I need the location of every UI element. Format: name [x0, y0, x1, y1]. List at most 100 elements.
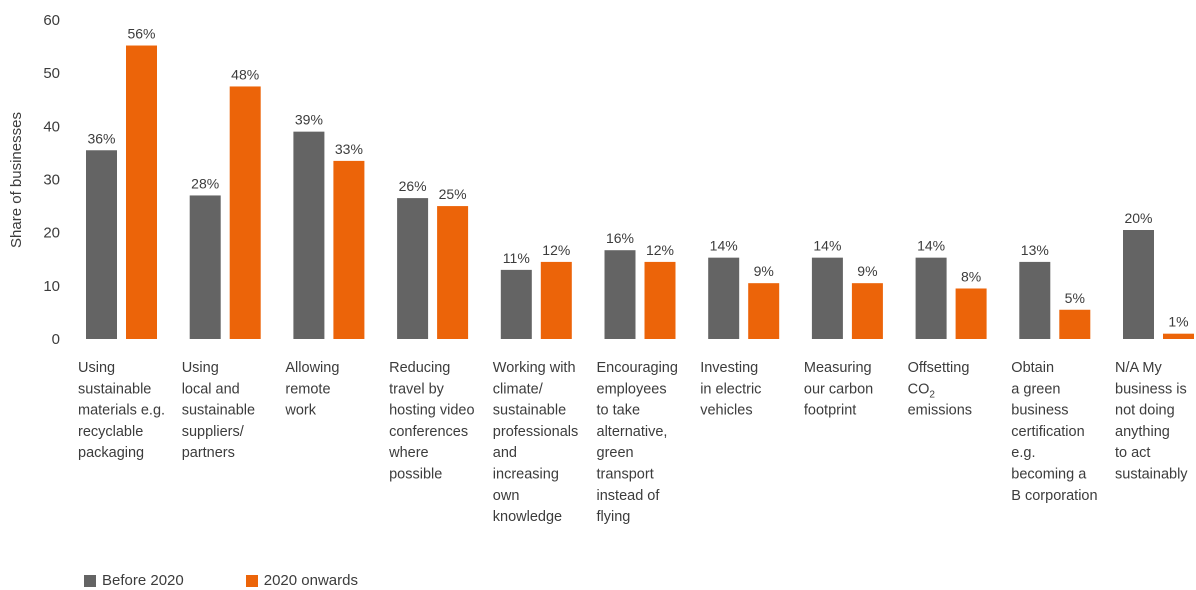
- category-label-line: sustainable: [493, 403, 566, 419]
- data-label: 28%: [191, 175, 219, 191]
- category-label: Reducing travel by hosting video conference…: [388, 360, 474, 483]
- data-label: 12%: [542, 242, 570, 258]
- data-label: 5%: [1065, 290, 1085, 306]
- category-label-line: not doing: [1115, 403, 1175, 419]
- category-label-line: CO2: [908, 381, 936, 400]
- bar-before-2020: [604, 250, 636, 339]
- y-axis: 0 10 20 30 40 50 60: [43, 12, 60, 348]
- category-label-line: Offsetting: [908, 360, 970, 376]
- category-labels: Using sustainable materials e.g. recyclable…: [78, 360, 1188, 525]
- category-label: Encouraging employees to take alternative, g…: [597, 360, 678, 525]
- bar-2020-onwards: [229, 86, 261, 339]
- data-label: 13%: [1021, 242, 1049, 258]
- legend-swatch-before-2020: [84, 574, 96, 587]
- category-label-line: recyclable: [78, 424, 143, 440]
- category-label-line: work: [284, 403, 316, 419]
- category-label-line: Using: [78, 360, 115, 376]
- category-label: Obtain a green business certification e.g. be…: [1011, 360, 1097, 504]
- category-label-line: e.g.: [1011, 445, 1035, 461]
- category-label: Measuring our carbon footprint: [804, 360, 873, 419]
- data-label: 25%: [439, 186, 467, 202]
- y-tick-label: 30: [43, 172, 60, 189]
- bar-before-2020: [811, 257, 843, 339]
- legend: Before 2020 2020 onwards: [84, 572, 358, 589]
- data-label: 26%: [399, 178, 427, 194]
- y-tick-label: 20: [43, 225, 60, 242]
- category-label-line: business: [1011, 403, 1068, 419]
- category-label-line: becoming a: [1011, 467, 1087, 483]
- category-label-line: and: [493, 445, 517, 461]
- bar-2020-onwards: [333, 160, 365, 339]
- bar-2020-onwards: [1163, 333, 1194, 339]
- data-labels: 36% 56% 28% 48% 39% 33% 26% 25% 11% 12% 16% 12% 14% 9…: [87, 26, 1188, 330]
- bar-2020-onwards: [1059, 309, 1091, 339]
- category-label-line: suppliers/: [182, 424, 245, 440]
- data-label: 16%: [606, 230, 634, 246]
- data-label: 9%: [857, 263, 877, 279]
- category-label-line: a green: [1011, 381, 1060, 397]
- category-label-line: employees: [597, 381, 667, 397]
- category-label-line: possible: [389, 467, 442, 483]
- bar-before-2020: [500, 269, 532, 339]
- category-label-line: footprint: [804, 403, 856, 419]
- data-label: 33%: [335, 141, 363, 157]
- category-label-line: to take: [597, 403, 641, 419]
- bar-2020-onwards: [540, 261, 572, 339]
- category-label: Using local and sustainable suppliers/partn…: [182, 360, 255, 461]
- category-label-line: flying: [597, 509, 631, 525]
- bar-2020-onwards: [437, 206, 469, 339]
- bar-before-2020: [189, 195, 221, 339]
- category-label: Offsetting CO2 emissions: [908, 360, 972, 419]
- bar-before-2020: [915, 257, 947, 339]
- bar-2020-onwards: [955, 288, 987, 339]
- data-label: 12%: [646, 242, 674, 258]
- bar-before-2020: [293, 131, 325, 339]
- category-label: Using sustainable materials e.g. recyclable…: [78, 360, 165, 461]
- category-label-line: N/A My: [1115, 360, 1162, 376]
- category-label: Allowing remote work: [284, 360, 339, 419]
- data-label: 14%: [813, 238, 841, 254]
- category-label-line: Measuring: [804, 360, 872, 376]
- category-label: Investing in electric vehicles: [700, 360, 761, 419]
- category-label-line: sustainable: [182, 403, 255, 419]
- bar-before-2020: [1123, 230, 1154, 339]
- category-label-line: where: [388, 445, 429, 461]
- category-label: N/A My business is not doing anything to act…: [1115, 360, 1188, 483]
- category-label: Working with climate/sustainable professio…: [493, 360, 578, 525]
- category-label-line: vehicles: [700, 403, 752, 419]
- category-label-line: business is: [1115, 381, 1187, 397]
- data-label: 11%: [503, 250, 530, 266]
- category-label-line: sustainable: [78, 381, 151, 397]
- category-label-line: alternative,: [597, 424, 668, 440]
- data-label: 36%: [87, 130, 115, 146]
- category-label-line: transport: [597, 467, 654, 483]
- bar-before-2020: [708, 257, 740, 339]
- legend-label-2020-onwards: 2020 onwards: [263, 572, 358, 589]
- category-label-line: in electric: [700, 381, 761, 397]
- category-label-line: sustainably: [1115, 467, 1188, 483]
- category-label-line: certification: [1011, 424, 1084, 440]
- category-label-line: instead of: [597, 488, 661, 504]
- category-label-line: Investing: [700, 360, 758, 376]
- category-label-line: B corporation: [1011, 488, 1097, 504]
- data-label: 14%: [710, 238, 738, 254]
- y-tick-label: 50: [43, 65, 60, 82]
- category-label-line: partners: [182, 445, 235, 461]
- bar-before-2020: [1019, 261, 1051, 339]
- data-label: 9%: [754, 263, 774, 279]
- legend-item-2020-onwards: 2020 onwards: [245, 572, 358, 589]
- y-tick-label: 10: [43, 278, 60, 295]
- bar-2020-onwards: [748, 283, 780, 339]
- data-label: 1%: [1168, 314, 1188, 330]
- category-label-line: our carbon: [804, 381, 873, 397]
- category-label-line: Encouraging: [597, 360, 678, 376]
- bars: [86, 45, 1194, 340]
- category-label-line: remote: [285, 381, 330, 397]
- category-label-line: Reducing: [389, 360, 450, 376]
- category-label-line: conferences: [389, 424, 468, 440]
- data-label: 8%: [961, 268, 981, 284]
- data-label: 56%: [127, 26, 155, 42]
- category-label-line: anything: [1115, 424, 1170, 440]
- category-label-line: knowledge: [493, 509, 562, 525]
- legend-item-before-2020: Before 2020: [84, 572, 184, 589]
